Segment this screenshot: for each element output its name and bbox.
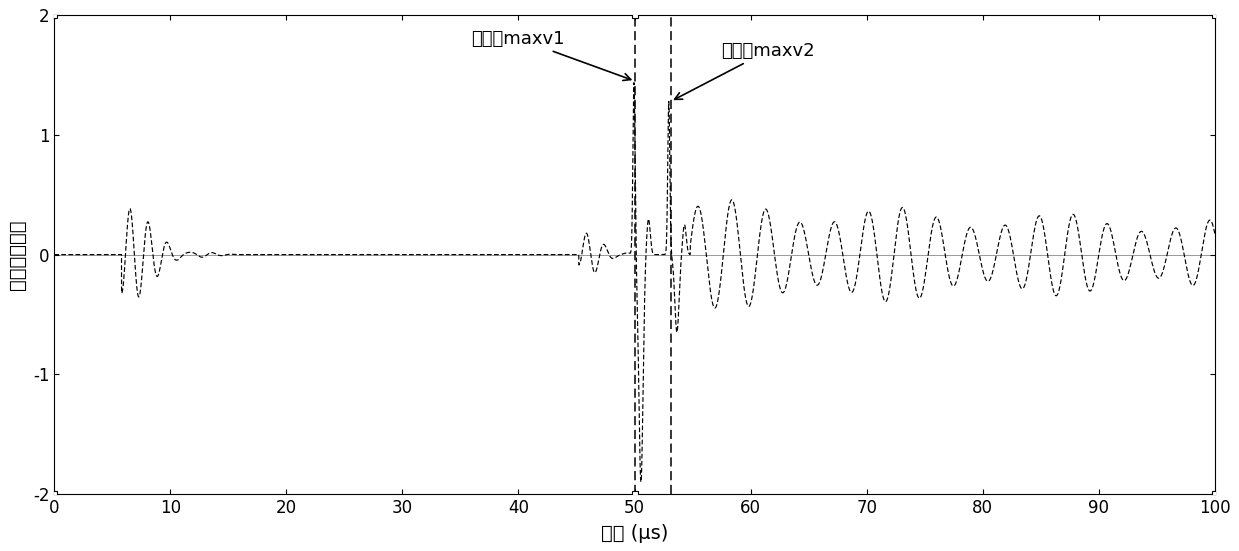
Y-axis label: 光声时域信号: 光声时域信号 [9,219,27,290]
Text: 最高峰maxv1: 最高峰maxv1 [471,30,631,80]
Text: 次高峰maxv2: 次高峰maxv2 [675,41,815,99]
X-axis label: 时间 (μs): 时间 (μs) [601,523,668,543]
